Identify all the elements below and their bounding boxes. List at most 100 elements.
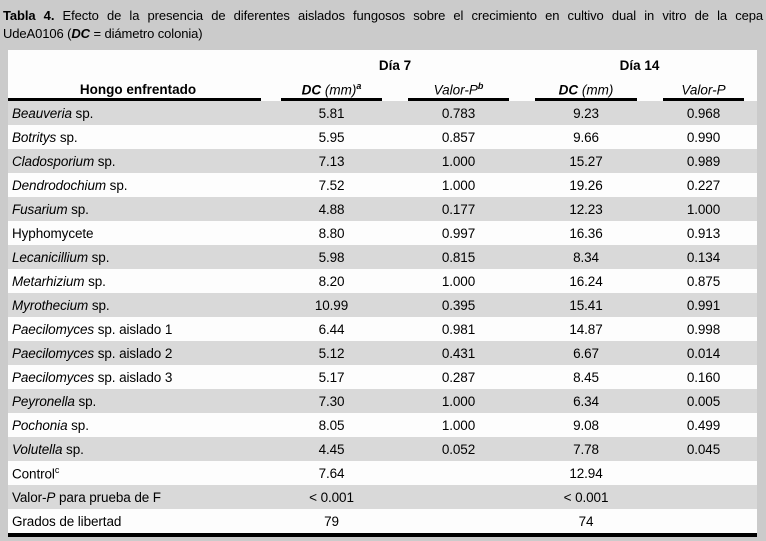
value-p-day14: 0.990 <box>686 129 721 145</box>
value-p-day14: 1.000 <box>686 201 721 217</box>
value-dc-day7: 8.05 <box>318 417 345 433</box>
value-dc-day7: 7.13 <box>318 153 345 169</box>
table-header: Día 7 Día 14 Hongo enfrentado DC (mm)a V… <box>8 50 757 101</box>
table-row: Cladosporium sp. 7.13 1.000 15.27 0.989 <box>8 149 757 173</box>
dc7-unit: (mm) <box>321 82 357 98</box>
column-header-hongo: Hongo enfrentado <box>8 77 268 101</box>
value-dc-day14: 9.23 <box>573 105 599 121</box>
value-dc-day14: 16.36 <box>569 225 603 241</box>
group-header-spacer <box>8 50 268 77</box>
table-row: Volutella sp. 4.45 0.052 7.78 0.045 <box>8 437 757 461</box>
column-header-row: Hongo enfrentado DC (mm)a Valor-Pb DC (m… <box>8 77 757 101</box>
dc7-abbr: DC <box>301 82 322 98</box>
value-p-day7: 1.000 <box>441 393 476 409</box>
value-dc-day7: 10.99 <box>314 297 349 313</box>
value-dc-day7: 4.45 <box>318 441 345 457</box>
fungus-name-cell: Peyronella sp. <box>12 393 97 409</box>
value-p-day7 <box>395 509 522 535</box>
value-p-day7: 1.000 <box>441 417 476 433</box>
table-row: Myrothecium sp. 10.99 0.395 15.41 0.991 <box>8 293 757 317</box>
value-p-day14: 0.005 <box>686 393 721 409</box>
value-p-day14: 0.998 <box>686 321 721 337</box>
value-p-day14: 0.968 <box>686 105 721 121</box>
value-p-day14: 0.913 <box>686 225 721 241</box>
fungus-name-cell: Paecilomyces sp. aislado 2 <box>12 345 173 361</box>
table-row: Paecilomyces sp. aislado 3 5.17 0.287 8.45 0… <box>8 365 757 389</box>
value-dc-day14: 15.41 <box>569 297 603 313</box>
value-dc-day14: 6.67 <box>573 345 599 361</box>
table-row: Grados de libertad 79 74 <box>8 509 757 535</box>
column-header-p14: Valor-P <box>650 77 757 101</box>
value-p-day7: 1.000 <box>441 273 476 289</box>
fungus-name-cell: Cladosporium sp. <box>12 153 116 169</box>
value-dc-day7: 6.44 <box>318 321 345 337</box>
value-dc-day14: 9.08 <box>573 417 599 433</box>
table-row: Pochonia sp. 8.05 1.000 9.08 0.499 <box>8 413 757 437</box>
value-dc-day7: 7.64 <box>318 465 345 481</box>
value-dc-day7: 8.20 <box>318 273 345 289</box>
table-caption: Tabla 4. Efecto de la presencia de difer… <box>0 0 766 43</box>
value-dc-day7: 5.81 <box>318 105 345 121</box>
value-p-day14 <box>650 485 757 509</box>
value-p-day7 <box>395 485 522 509</box>
value-p-day7: 0.783 <box>441 105 476 121</box>
value-dc-day7: 5.95 <box>318 129 345 145</box>
fungus-name-cell: Paecilomyces sp. aislado 1 <box>12 321 173 337</box>
value-p-day14: 0.045 <box>686 441 721 457</box>
value-p-day14: 0.160 <box>686 369 721 385</box>
value-p-day7: 0.287 <box>441 369 476 385</box>
footnote-marker-a: a <box>356 80 362 91</box>
value-p-day7 <box>395 461 522 485</box>
value-dc-day7: 7.30 <box>318 393 345 409</box>
group-header-day14: Día 14 <box>619 57 660 73</box>
caption-abbr-dc: DC <box>71 26 90 41</box>
value-p-day7: 0.395 <box>441 297 476 313</box>
value-dc-day14: 14.87 <box>569 321 603 337</box>
table-row: Peyronella sp. 7.30 1.000 6.34 0.005 <box>8 389 757 413</box>
fungus-name-cell: Grados de libertad <box>12 513 122 529</box>
value-p-day7: 0.815 <box>441 249 476 265</box>
value-dc-day14: 8.34 <box>573 249 599 265</box>
value-p-day7: 0.997 <box>441 225 476 241</box>
fungus-name-cell: Beauveria sp. <box>12 105 94 121</box>
value-p-day14: 0.227 <box>686 177 721 193</box>
value-p-day7: 0.857 <box>441 129 476 145</box>
value-dc-day7: 4.88 <box>318 201 345 217</box>
fungus-name-cell: Fusarium sp. <box>12 201 89 217</box>
caption-text: Efecto de la presencia de diferentes ais… <box>62 8 764 23</box>
group-header-day7: Día 7 <box>378 57 412 73</box>
value-dc-day7: < 0.001 <box>309 489 354 505</box>
caption-line2-pre: UdeA0106 ( <box>3 26 72 41</box>
value-p-day14: 0.991 <box>686 297 721 313</box>
value-p-day7: 0.431 <box>441 345 476 361</box>
table-row: Beauveria sp. 5.81 0.783 9.23 0.968 <box>8 101 757 125</box>
table-row: Controlc 7.64 12.94 <box>8 461 757 485</box>
value-dc-day14: 7.78 <box>573 441 599 457</box>
value-dc-day14: 9.66 <box>573 129 599 145</box>
value-p-day7: 0.052 <box>441 441 476 457</box>
results-table: Día 7 Día 14 Hongo enfrentado DC (mm)a V… <box>8 50 757 537</box>
value-dc-day7: 79 <box>324 513 339 529</box>
fungus-name-cell: Paecilomyces sp. aislado 3 <box>12 369 173 385</box>
value-p-day7: 0.177 <box>441 201 476 217</box>
dc14-unit: (mm) <box>578 82 614 98</box>
fungus-name-cell: Metarhizium sp. <box>12 273 106 289</box>
value-p-day14 <box>650 509 757 535</box>
fungus-name-cell: Dendrodochium sp. <box>12 177 128 193</box>
value-dc-day14: 16.24 <box>569 273 603 289</box>
value-dc-day14: 6.34 <box>573 393 599 409</box>
value-p-day14: 0.875 <box>686 273 721 289</box>
value-dc-day7: 5.98 <box>318 249 345 265</box>
table-row: Fusarium sp. 4.88 0.177 12.23 1.000 <box>8 197 757 221</box>
table-row: Metarhizium sp. 8.20 1.000 16.24 0.875 <box>8 269 757 293</box>
table-row: Lecanicillium sp. 5.98 0.815 8.34 0.134 <box>8 245 757 269</box>
caption-line-2: UdeA0106 (DC = diámetro colonia) <box>3 25 763 43</box>
value-dc-day14: 74 <box>578 513 594 529</box>
fungus-name-cell: Pochonia sp. <box>12 417 89 433</box>
fungus-name-cell: Hyphomycete <box>12 225 94 241</box>
caption-table-label: Tabla 4. <box>3 8 55 23</box>
value-dc-day14: 12.23 <box>569 201 603 217</box>
fungus-name-cell: Lecanicillium sp. <box>12 249 110 265</box>
group-header-row: Día 7 Día 14 <box>8 50 757 77</box>
table-body: Beauveria sp. 5.81 0.783 9.23 0.968 Botritys … <box>8 101 757 535</box>
